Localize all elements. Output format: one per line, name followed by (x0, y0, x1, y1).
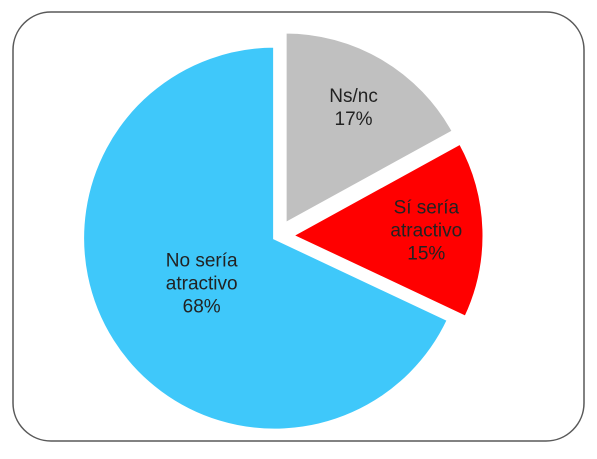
slice-value-label: 17% (335, 109, 373, 130)
slice-value-label: 68% (183, 296, 221, 317)
slice-label: Ns/nc (329, 86, 378, 107)
slice-label-line: No sería (166, 250, 238, 271)
slice-value-label: 15% (407, 243, 445, 264)
slice-label-line: atractivo (390, 220, 462, 241)
pie-slice (283, 30, 456, 227)
pie-slice (81, 44, 451, 432)
slice-label: Sí sería atractivo (390, 197, 462, 241)
slice-label-line: Ns/nc (329, 86, 378, 107)
pie-slice (288, 141, 486, 320)
slice-label: No sería atractivo (166, 250, 238, 294)
slice-label-line: atractivo (166, 273, 238, 294)
slice-label-line: Sí sería (394, 197, 460, 218)
